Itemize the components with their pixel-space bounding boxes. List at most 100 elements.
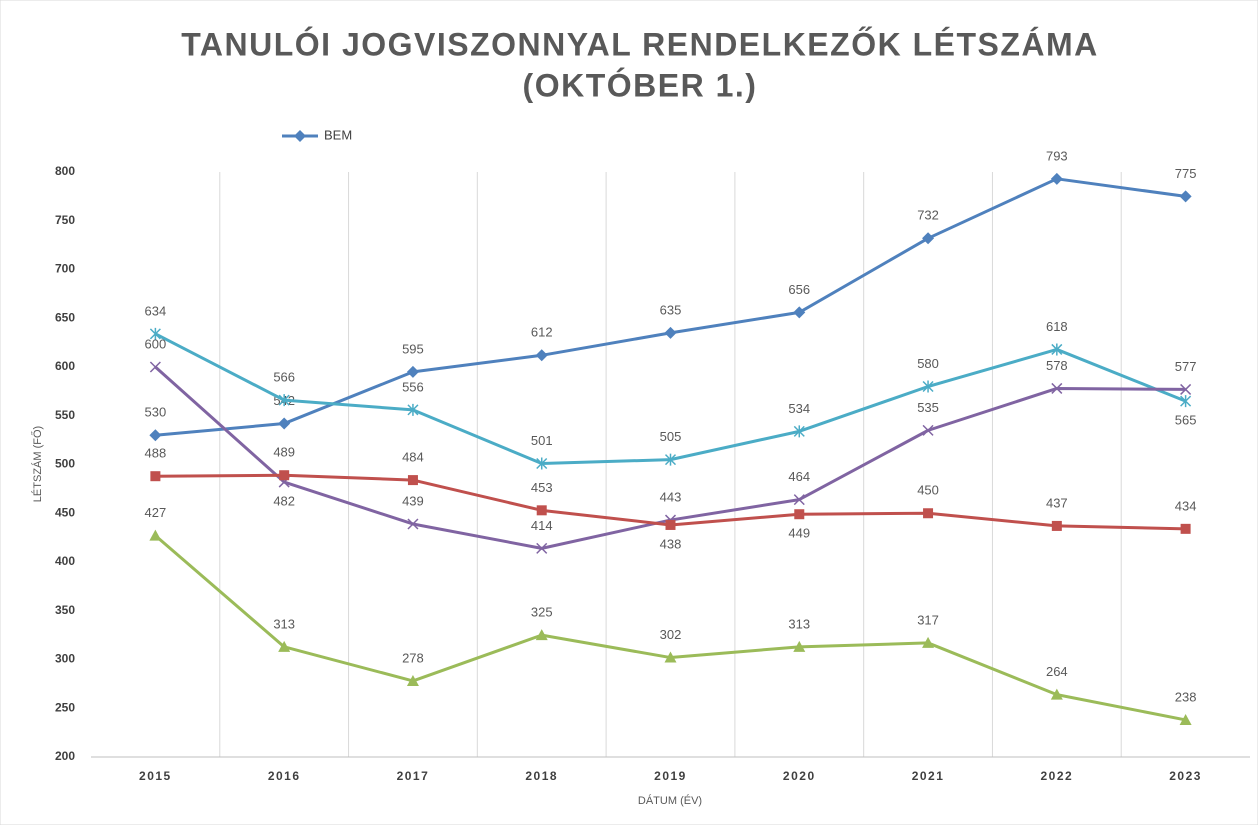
y-tick-label: 550 [55,408,75,422]
data-label: 484 [402,450,424,465]
data-label: 775 [1175,166,1197,181]
data-label: 438 [660,536,682,551]
data-label: 434 [1175,498,1197,513]
marker [1180,395,1192,408]
marker [278,394,290,407]
data-label: 450 [917,483,939,498]
chart-title: TANULÓI JOGVISZONNYAL RENDELKEZŐK LÉTSZÁ… [181,26,1099,62]
data-label: 238 [1175,689,1197,704]
y-tick-label: 300 [55,652,75,666]
data-label: 317 [917,612,939,627]
y-tick-label: 450 [55,505,75,519]
y-tick-label: 800 [55,164,75,178]
data-label: 489 [273,445,295,460]
data-label: 612 [531,325,553,340]
data-label: 793 [1046,148,1068,163]
marker [294,130,306,142]
x-tick-label: 2015 [139,769,172,783]
x-tick-label: 2021 [912,769,945,783]
data-label: 325 [531,605,553,620]
data-label: 635 [660,302,682,317]
y-tick-label: 600 [55,359,75,373]
marker [536,542,548,554]
marker [149,529,162,541]
y-tick-label: 250 [55,700,75,714]
y-tick-label: 200 [55,749,75,763]
data-label: 264 [1046,664,1068,679]
data-label: 595 [402,341,424,356]
y-tick-label: 750 [55,213,75,227]
marker [794,509,805,520]
marker [923,508,934,519]
marker [407,403,419,416]
data-label: 501 [531,433,553,448]
y-tick-label: 700 [55,262,75,276]
x-tick-label: 2022 [1040,769,1073,783]
data-label: 580 [917,356,939,371]
y-axis-label: LÉTSZÁM (FŐ) [30,426,44,502]
data-label: 535 [917,400,939,415]
marker [536,457,548,470]
data-label: 656 [788,282,810,297]
marker [406,365,419,378]
data-label: 313 [273,616,295,631]
x-axis-label: DÁTUM (ÉV) [638,794,702,807]
marker [535,349,548,362]
marker [536,505,547,516]
legend-label: BEM [324,127,352,142]
data-label: 534 [788,401,810,416]
data-label: 302 [660,627,682,642]
marker [1050,688,1063,700]
data-label: 634 [145,303,167,318]
chart-title: (OKTÓBER 1.) [523,67,758,103]
data-label: 505 [660,429,682,444]
data-label: 437 [1046,495,1068,510]
data-label: 449 [788,526,810,541]
data-label: 732 [917,208,939,223]
data-label: 488 [145,446,167,461]
x-tick-label: 2019 [654,769,687,783]
marker [1050,172,1063,185]
data-label: 482 [273,493,295,508]
data-label: 278 [402,650,424,665]
marker [1051,343,1063,356]
marker [278,417,291,430]
marker [664,326,677,339]
y-tick-label: 500 [55,457,75,471]
marker [149,327,161,340]
marker [922,636,935,648]
y-tick-label: 400 [55,554,75,568]
x-tick-label: 2020 [783,769,816,783]
data-label: 414 [531,518,553,533]
marker [664,453,677,466]
data-label: 439 [402,493,424,508]
data-label: 566 [273,370,295,385]
x-tick-label: 2018 [525,769,558,783]
data-label: 556 [402,379,424,394]
data-label: 443 [660,490,682,505]
x-tick-label: 2017 [397,769,430,783]
data-label: 565 [1175,413,1197,428]
marker [149,361,161,373]
x-tick-label: 2023 [1169,769,1202,783]
data-label: 453 [531,480,553,495]
marker [1180,383,1192,395]
marker [278,640,291,652]
marker [535,629,548,641]
marker [922,424,934,436]
marker [922,380,934,393]
data-label: 600 [145,336,167,351]
data-label: 464 [788,469,810,484]
marker [1051,382,1063,394]
marker [150,471,161,482]
data-label: 578 [1046,358,1068,373]
data-label: 577 [1175,359,1197,374]
marker [407,518,419,530]
marker [793,494,805,506]
data-label: 530 [145,405,167,420]
y-tick-label: 350 [55,603,75,617]
marker [406,674,419,686]
marker [922,232,935,245]
